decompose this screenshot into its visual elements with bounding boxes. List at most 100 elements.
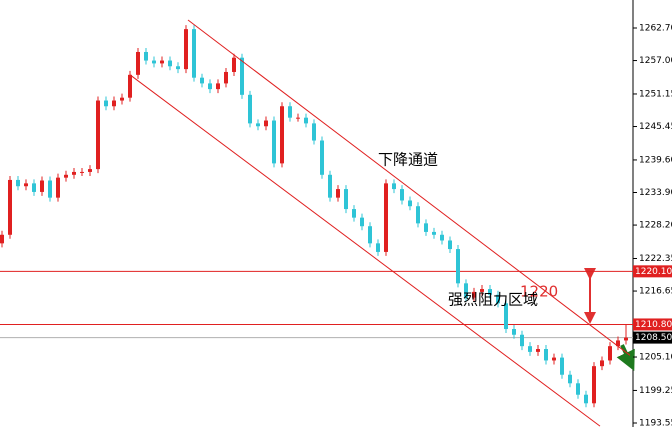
y-tick-label: 1262.70 <box>639 23 672 33</box>
y-tick-label: 1193.55 <box>639 419 672 427</box>
y-tick-label: 1233.90 <box>639 188 672 198</box>
candle-body <box>536 349 540 352</box>
candle-body <box>576 383 580 395</box>
candle-body <box>184 29 188 70</box>
candle-body <box>424 223 428 232</box>
candle-body <box>8 179 12 235</box>
candle-body <box>24 183 28 187</box>
candle-body <box>104 100 108 107</box>
candle-body <box>368 226 372 244</box>
candle-body <box>200 77 204 84</box>
candle-body <box>320 140 324 175</box>
y-tick-label: 1228.20 <box>639 221 672 231</box>
candle-body <box>472 291 476 298</box>
candle-body <box>608 346 612 361</box>
candle-body <box>512 329 516 335</box>
candle-body <box>456 249 460 284</box>
candle-body <box>120 97 124 101</box>
price-label-box <box>633 331 672 344</box>
candle-body <box>192 29 196 78</box>
channel-line <box>129 74 601 427</box>
candle-body <box>504 303 508 330</box>
candle-body <box>248 94 252 124</box>
candle-body <box>128 74 132 98</box>
candle-body <box>160 60 164 64</box>
candle-body <box>528 346 532 352</box>
candle-body <box>336 189 340 198</box>
price-label: 1220.10 <box>635 267 672 277</box>
candle-body <box>64 174 68 178</box>
channel-line <box>187 19 631 356</box>
y-tick-label: 1257.00 <box>639 56 672 66</box>
candle-body <box>616 340 620 347</box>
candle-body <box>304 117 308 124</box>
candle-body <box>16 179 20 187</box>
candle-body <box>384 183 388 252</box>
candle-body <box>288 106 292 118</box>
candle-body <box>40 180 44 192</box>
y-tick-label: 1222.35 <box>639 254 672 264</box>
candle-body <box>32 183 36 192</box>
candle-body <box>88 169 92 172</box>
candle-body <box>312 123 316 141</box>
candle-body <box>216 83 220 90</box>
candle-body <box>208 83 212 90</box>
candle-body <box>176 66 180 70</box>
candle-body <box>552 357 556 361</box>
plot-area <box>0 0 633 427</box>
candle-body <box>432 231 436 235</box>
y-tick-label: 1216.65 <box>639 287 672 297</box>
candle-body <box>72 171 76 175</box>
annotation: 下降通道 <box>378 151 438 169</box>
direction-arrow <box>616 344 635 372</box>
annotation: 强烈阻力区域 <box>448 291 538 309</box>
price-label: 1210.80 <box>635 320 672 330</box>
candle-body <box>592 366 596 404</box>
candle-body <box>96 100 100 170</box>
candle-body <box>296 117 300 119</box>
candle-body <box>232 57 236 72</box>
candle-body <box>520 334 524 347</box>
candle-body <box>56 177 60 198</box>
candle-body <box>624 337 628 341</box>
candle-body <box>344 189 348 210</box>
y-tick-label: 1245.45 <box>639 122 672 132</box>
candle-body <box>112 100 116 107</box>
y-tick-label: 1199.25 <box>639 386 672 396</box>
y-tick-label: 1251.15 <box>639 89 672 99</box>
candle-body <box>280 106 284 164</box>
candle-body <box>600 360 604 367</box>
candle-body <box>272 120 276 164</box>
candle-body <box>416 206 420 224</box>
candle-body <box>544 349 548 361</box>
price-label-box <box>633 318 672 331</box>
candle-body <box>256 123 260 127</box>
y-tick-label: 1239.60 <box>639 155 672 165</box>
candle-body <box>168 60 172 67</box>
candle-body <box>488 289 492 295</box>
candle-body <box>48 180 52 198</box>
candle-body <box>400 189 404 201</box>
candle-body <box>152 60 156 64</box>
candle-body <box>440 234 444 241</box>
candle-body <box>80 171 84 173</box>
candle-body <box>392 183 396 190</box>
candle-body <box>408 200 412 207</box>
candle-body <box>480 289 484 292</box>
candle-body <box>464 283 468 298</box>
price-label: 1208.50 <box>635 333 672 343</box>
candle-body <box>144 51 148 61</box>
candle-body <box>360 217 364 227</box>
candle-body <box>448 240 452 250</box>
candle-body <box>496 294 500 304</box>
candle-body <box>376 243 380 252</box>
candle-body <box>584 394 588 404</box>
candle-body <box>352 209 356 218</box>
candle-body <box>240 57 244 95</box>
candle-body <box>328 174 332 198</box>
annotation: 1220 <box>520 283 558 301</box>
candle-body <box>568 374 572 384</box>
candle-body <box>224 71 228 84</box>
